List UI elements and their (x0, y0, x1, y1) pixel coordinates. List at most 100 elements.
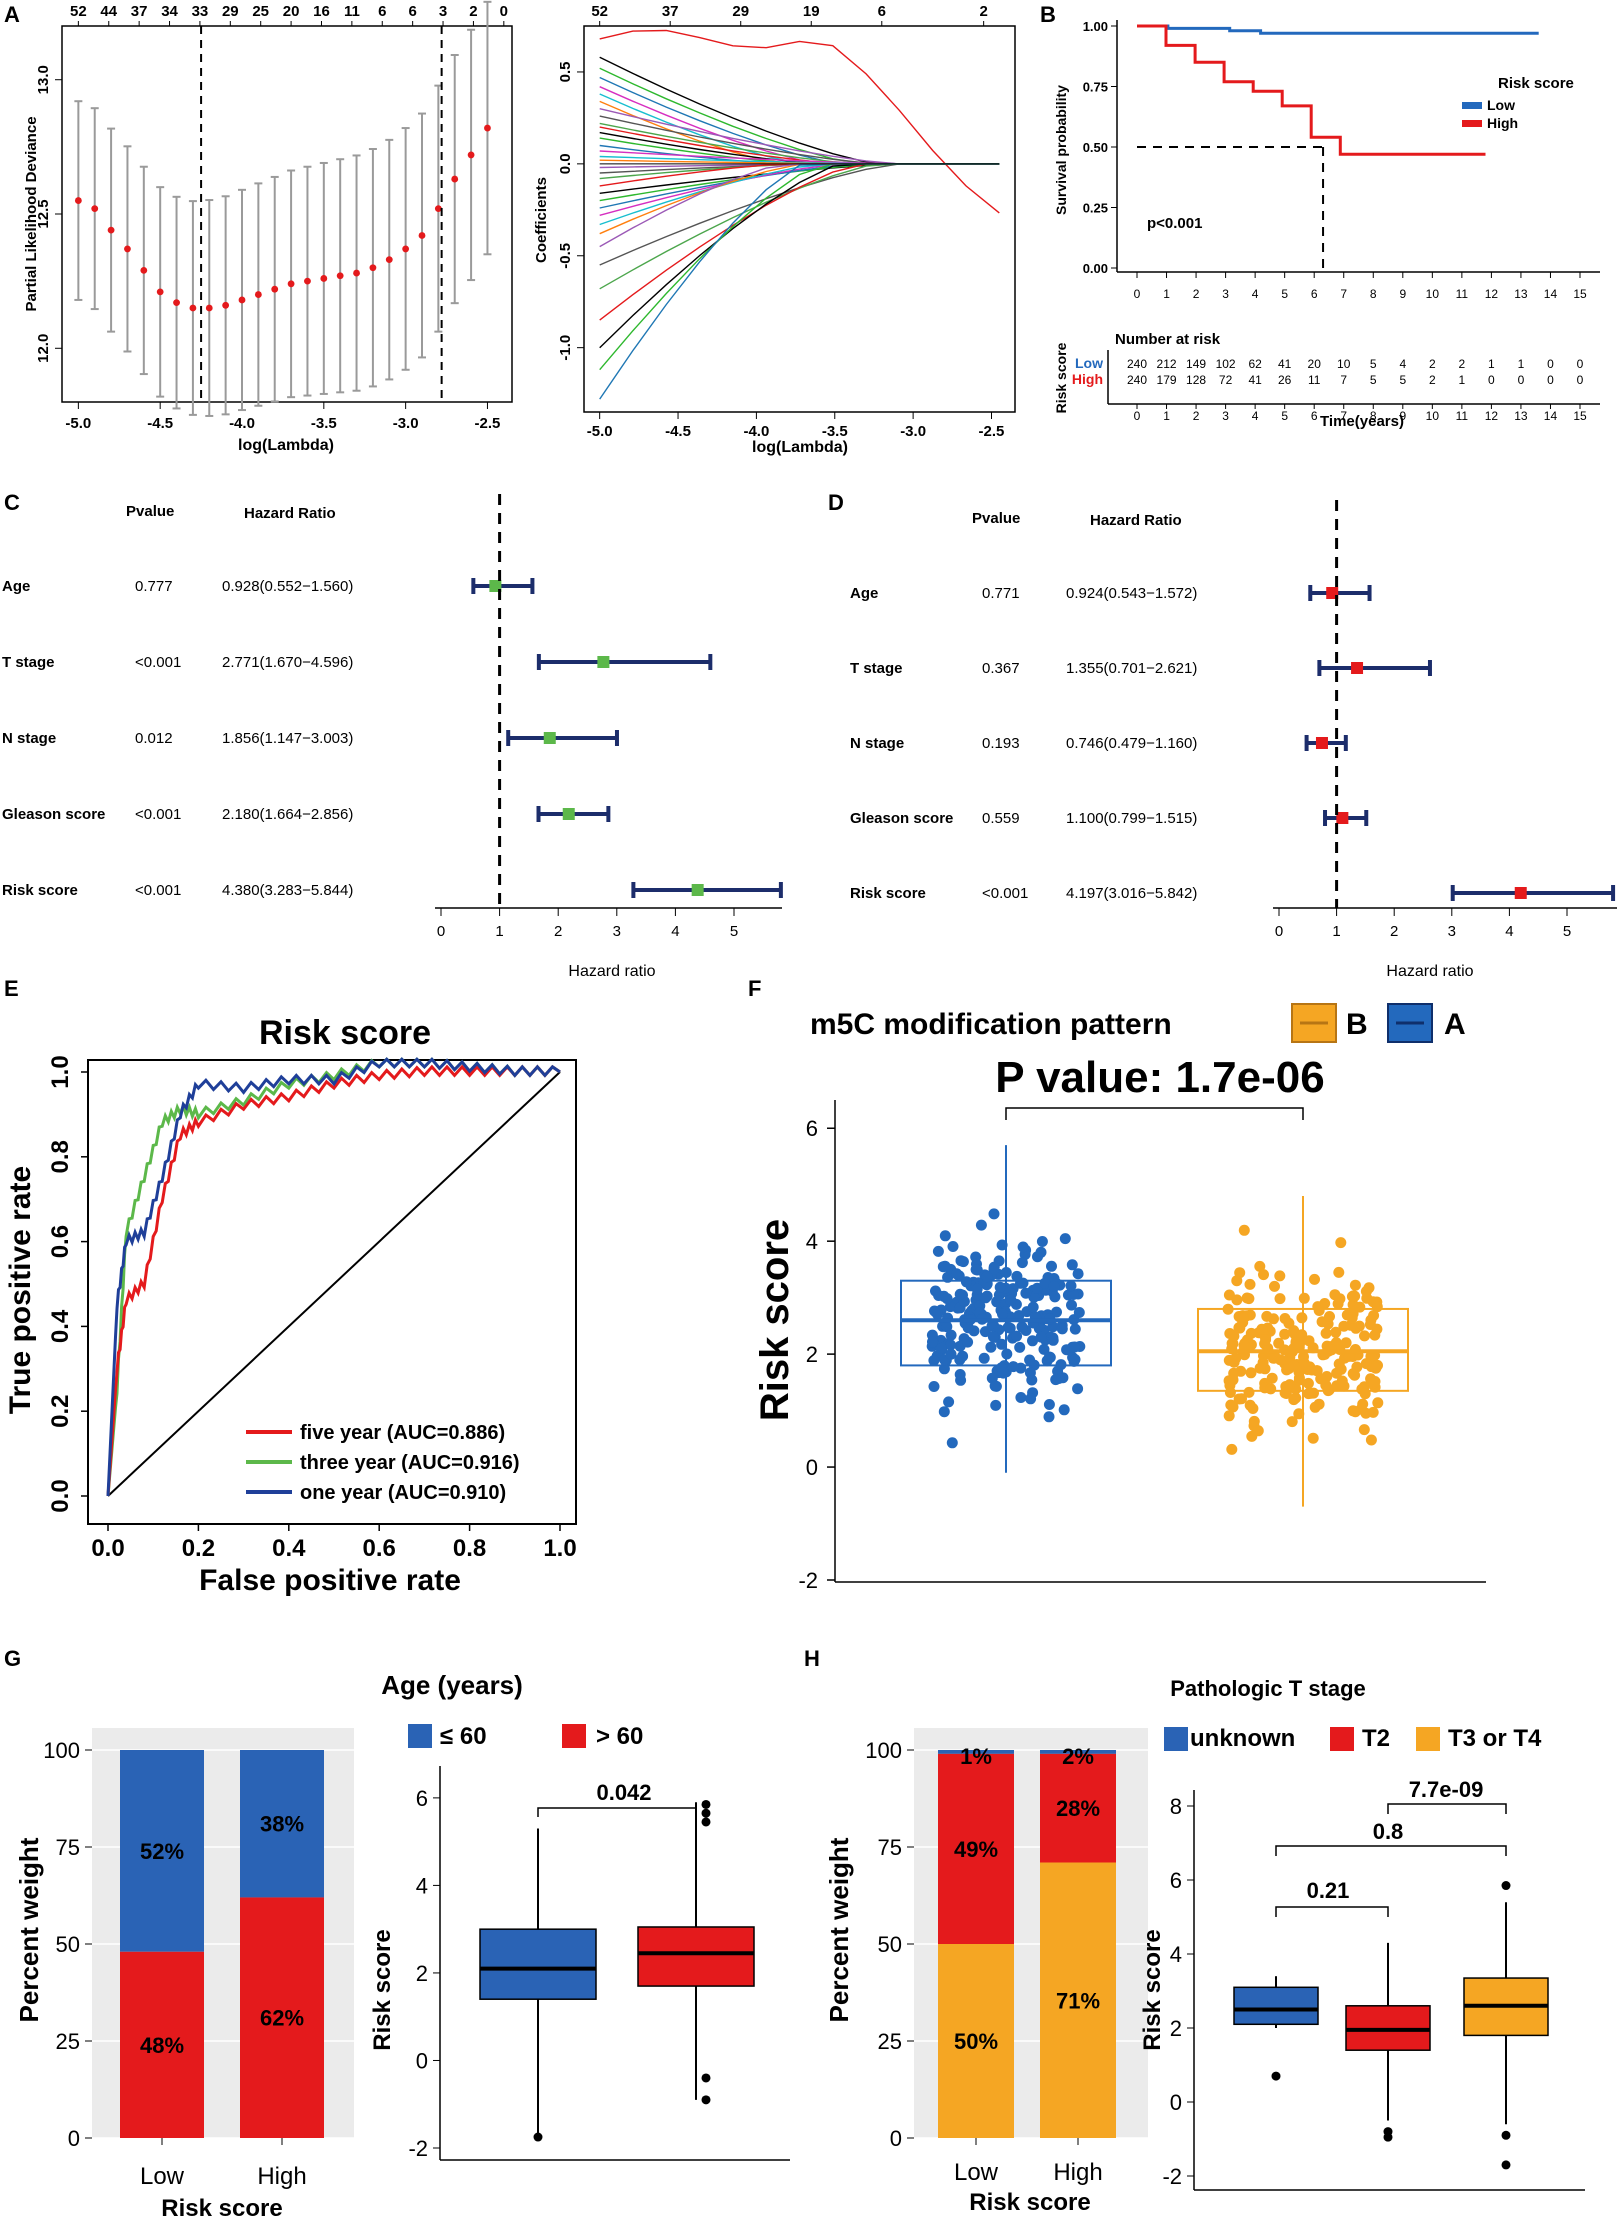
cv-point (271, 285, 279, 293)
m5c-point (1360, 1285, 1372, 1297)
m5c-point (1227, 1374, 1239, 1386)
g-bar-y-tick-label: 100 (43, 1738, 80, 1763)
m5c-point (1274, 1293, 1286, 1305)
m5c-point (1370, 1362, 1382, 1374)
m5c-point (1035, 1331, 1047, 1343)
m5c-point (1047, 1334, 1059, 1346)
roc-frame (87, 1059, 577, 1525)
cv-top-tick-label: 52 (70, 3, 87, 20)
m5c-point (1371, 1301, 1383, 1313)
km-high-curve (1137, 24, 1486, 156)
m5c-point (987, 1331, 999, 1343)
cv-plot-frame (61, 25, 513, 403)
cv-ylabel: Partial Likelihood Deviance (23, 116, 40, 311)
km-legend-title: Risk score (1498, 75, 1574, 92)
m5c-point (1000, 1267, 1012, 1278)
forest-row-name: Risk score (850, 885, 926, 902)
forest-row-name: T stage (850, 660, 903, 677)
km-x-tick-label: 0 (1134, 287, 1141, 301)
m5c-point (1049, 1291, 1061, 1303)
m5c-point (939, 1260, 951, 1272)
m5c-point (1243, 1386, 1255, 1398)
coef-top-tick-label: 29 (732, 3, 749, 20)
h-title: Pathologic T stage (1170, 1676, 1366, 1701)
forest-point (543, 732, 556, 744)
cv-x-tick-label: -3.5 (311, 415, 337, 432)
risk-low-count: 4 (1399, 357, 1406, 371)
coef-y-tick-label: -0.5 (557, 243, 574, 269)
h-bar-pct-label: 2% (1062, 1744, 1094, 1769)
risk-x-tick-label: 9 (1399, 409, 1406, 423)
g-box-outlier (701, 2073, 711, 2083)
coef-path (599, 163, 1000, 248)
h-box-y-tick-label: 4 (1170, 1942, 1182, 1967)
cv-point (91, 205, 99, 213)
cv-point (238, 296, 246, 304)
g-bar-x-tick-label: Low (140, 2163, 185, 2190)
coef-top-tick-label: 37 (662, 3, 679, 20)
forest-row-hr: 1.355(0.701−2.621) (1066, 660, 1197, 677)
risk-x-tick-label: 10 (1426, 409, 1440, 423)
forest-point (562, 808, 575, 820)
g-box-ylabel: Risk score (369, 1929, 396, 2050)
g-bar-y-tick-label: 0 (68, 2126, 80, 2151)
m5c-legend-a-swatch (1387, 1003, 1433, 1043)
h-bar-chart: 0 25 50 75 100 1% 49% 50% Low 2% 28% 71% High (865, 1738, 1148, 2186)
m5c-point (960, 1276, 972, 1288)
forest-row-pvalue: 0.012 (135, 730, 173, 747)
forest-row-pvalue: 0.193 (982, 735, 1020, 752)
cv-top-tick-label: 0 (500, 3, 508, 20)
m5c-point (1336, 1375, 1348, 1387)
risk-x-tick-label: 1 (1163, 409, 1170, 423)
h-pvalue-08: 0.8 (1373, 1819, 1404, 1844)
m5c-point (1290, 1337, 1302, 1349)
m5c-point (1024, 1367, 1036, 1379)
h-pvalue-77: 7.7e-09 (1409, 1777, 1484, 1802)
km-legend-high: High (1487, 115, 1518, 131)
m5c-point (996, 1239, 1008, 1251)
forest-row-pvalue: 0.771 (982, 585, 1020, 602)
forest-x-tick-label: 3 (613, 923, 621, 940)
m5c-point (1333, 1358, 1345, 1370)
m5c-point (1307, 1432, 1319, 1444)
cv-top-tick-label: 6 (378, 3, 386, 20)
m5c-point (1004, 1322, 1016, 1334)
g-box-outlier (533, 2132, 543, 2142)
h-bar-segment-t2 (938, 1753, 1014, 1944)
m5c-point (988, 1208, 1000, 1220)
cv-point (385, 256, 393, 264)
forest-x-tick-label: 2 (1390, 923, 1398, 940)
cv-y-axis: 12.0 12.5 13.0 (35, 65, 62, 363)
g-bar-y-tick-label: 75 (56, 1835, 80, 1860)
m5c-legend-a-key (1387, 1003, 1433, 1043)
m5c-point (988, 1263, 1000, 1275)
h-legend-unknown: unknown (1190, 1725, 1295, 1752)
h-bar-segment-unknown (1040, 1750, 1116, 1754)
m5c-point (1001, 1348, 1013, 1360)
cv-xlabel: log(Lambda) (238, 437, 334, 454)
risk-low-label: Low (1075, 355, 1103, 371)
h-bar-y-tick-label: 75 (878, 1835, 902, 1860)
roc-plot: 0.0 0.0 0.2 0.2 0.4 0.4 0.6 0.6 0.8 0.8 1.0 1.0 five… (47, 1055, 577, 1562)
cv-point (254, 291, 262, 298)
m5c-point (980, 1292, 991, 1304)
forest-row-name: N stage (850, 735, 904, 752)
roc-title: Risk score (259, 1014, 431, 1052)
risk-high-count: 26 (1278, 373, 1292, 387)
m5c-point (1284, 1379, 1296, 1391)
roc-y-tick-label: 1.0 (47, 1055, 74, 1088)
m5c-point (955, 1255, 967, 1267)
m5c-point (1293, 1372, 1305, 1384)
risk-table-ylabel: Risk score (1053, 342, 1069, 413)
coef-ylabel: Coefficients (533, 177, 550, 263)
m5c-point (1036, 1236, 1048, 1247)
g-bar-pct-label: 48% (140, 2033, 184, 2058)
m5c-point (985, 1341, 997, 1353)
h-bar-pct-label: 1% (960, 1744, 992, 1769)
forest-d-xlabel: Hazard ratio (1386, 963, 1473, 980)
m5c-point (941, 1293, 953, 1305)
m5c-point (954, 1288, 966, 1300)
risk-high-count: 0 (1488, 373, 1495, 387)
m5c-point (1265, 1383, 1277, 1395)
